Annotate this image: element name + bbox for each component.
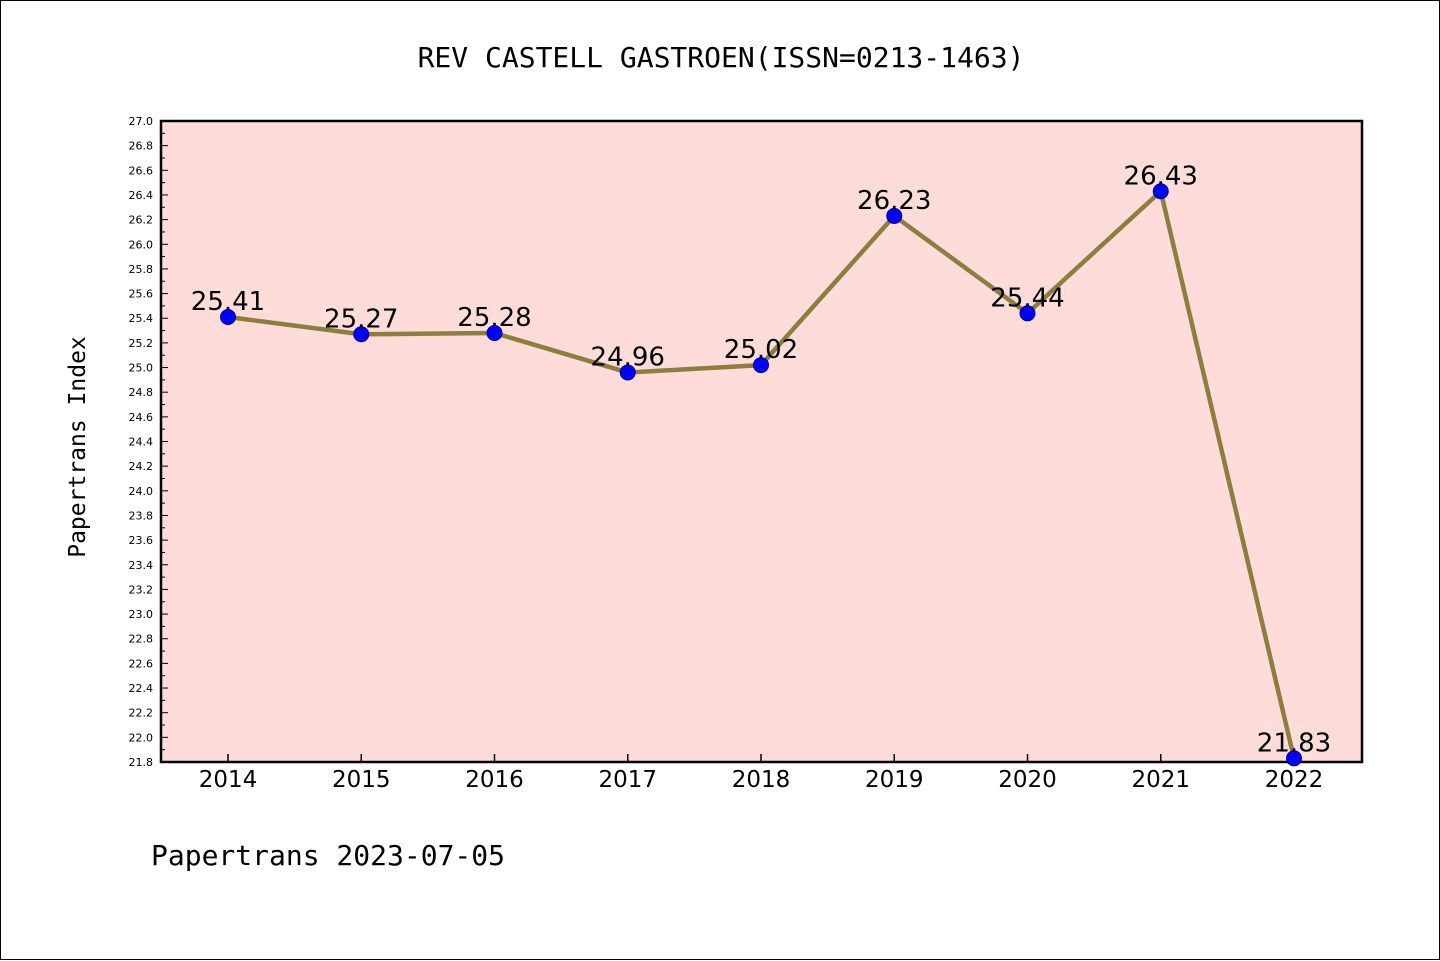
y-tick-label: 24.0 (129, 485, 154, 498)
y-tick-label: 26.0 (129, 238, 154, 251)
data-point (1019, 305, 1036, 322)
data-point (886, 207, 903, 224)
x-axis-ticks: 2014 2015 2016 2017 2018 2019 2020 2021 2022 (199, 754, 1324, 793)
x-tick-label: 2016 (465, 767, 524, 793)
data-label: 26.23 (857, 186, 931, 216)
x-tick-label: 2022 (1265, 767, 1324, 793)
y-tick-label: 23.8 (129, 509, 154, 522)
data-point (1152, 183, 1169, 200)
y-tick-label: 26.4 (129, 189, 154, 202)
footer-credit: Papertrans 2023-07-05 (151, 839, 505, 872)
plot-area (159, 119, 1364, 764)
y-tick-label: 25.4 (129, 312, 154, 325)
y-tick-label: 26.2 (129, 214, 154, 227)
y-tick-label: 24.4 (129, 436, 154, 449)
y-tick-label: 22.8 (129, 633, 154, 646)
y-tick-label: 23.0 (129, 608, 154, 621)
y-tick-label: 25.0 (129, 362, 154, 375)
x-tick-label: 2020 (998, 767, 1057, 793)
x-tick-label: 2018 (732, 767, 791, 793)
data-label: 25.02 (724, 335, 798, 365)
x-tick-label: 2019 (865, 767, 924, 793)
data-point (220, 308, 236, 325)
x-tick-label: 2021 (1131, 767, 1190, 793)
data-label: 24.96 (591, 342, 665, 372)
y-tick-label: 24.8 (129, 386, 154, 399)
y-tick-label: 21.8 (129, 756, 154, 769)
y-tick-label: 26.8 (129, 140, 154, 153)
y-tick-label: 22.0 (129, 731, 154, 744)
y-tick-label: 27.0 (129, 115, 154, 128)
data-label: 25.41 (191, 287, 265, 317)
data-point (353, 326, 370, 343)
series-layer: 25.41 25.27 25.28 24.96 25.02 26.23 25.44 26.43… (191, 161, 1331, 767)
data-label: 25.27 (324, 304, 398, 334)
y-tick-label: 22.6 (129, 657, 154, 670)
y-axis-label: Papertrans Index (65, 336, 91, 558)
x-tick-label: 2014 (199, 767, 258, 793)
data-label: 25.28 (457, 303, 531, 333)
data-label: 25.44 (990, 283, 1064, 313)
chart-title: REV CASTELL GASTROEN(ISSN=0213-1463) (418, 41, 1025, 74)
data-point (486, 325, 503, 342)
data-point (619, 364, 636, 381)
y-tick-label: 23.6 (129, 534, 154, 547)
x-tick-label: 2015 (332, 767, 391, 793)
y-tick-label: 22.4 (129, 682, 154, 695)
data-label: 26.43 (1124, 161, 1198, 191)
data-label: 21.83 (1257, 728, 1331, 758)
y-tick-label: 23.4 (129, 559, 154, 572)
y-tick-label: 25.2 (129, 337, 154, 350)
x-tick-label: 2017 (598, 767, 657, 793)
y-tick-label: 24.2 (129, 460, 154, 473)
y-tick-label: 22.2 (129, 707, 154, 720)
data-point (1286, 750, 1302, 767)
y-tick-label: 26.6 (129, 164, 154, 177)
data-point (753, 357, 769, 374)
y-tick-label: 24.6 (129, 411, 154, 424)
y-axis-ticks: 21.8 22.0 22.2 22.4 22.6 22.8 23.0 23.2 23.4 23.6… (129, 115, 168, 769)
y-tick-label: 25.8 (129, 263, 154, 276)
y-tick-label: 25.6 (129, 288, 154, 301)
y-tick-label: 23.2 (129, 583, 154, 596)
